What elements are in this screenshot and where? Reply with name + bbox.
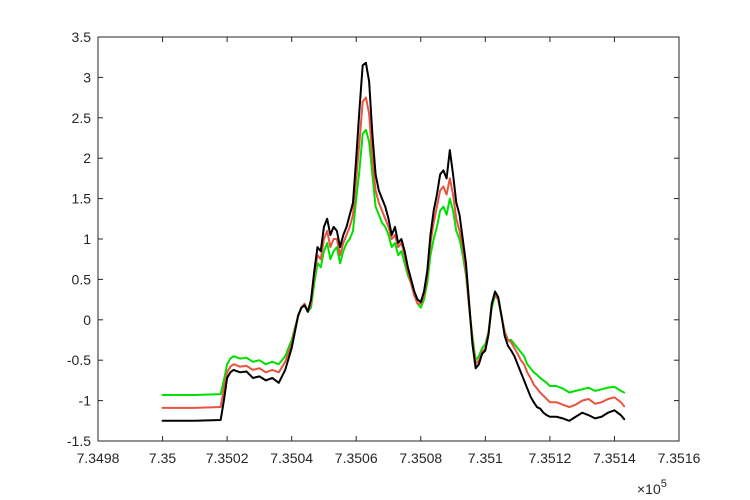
y-tick-label: -1.5 <box>67 433 91 449</box>
x-exponent-power: 5 <box>661 478 667 490</box>
x-tick-label: 7.3498 <box>77 450 120 466</box>
series-line-3 <box>161 61 626 422</box>
y-tick-label: 1.5 <box>72 191 92 207</box>
y-tick-label: 2.5 <box>72 110 92 126</box>
y-tick-label: 0.5 <box>72 271 92 287</box>
y-tick-label: -1 <box>79 393 92 409</box>
x-tick-label: 7.3516 <box>658 450 701 466</box>
x-tick-label: 7.351 <box>468 450 503 466</box>
y-tick-label: 1 <box>83 231 91 247</box>
y-tick-label: 3 <box>83 69 91 85</box>
x-exponent-label: ×105 <box>637 478 667 497</box>
x-tick-label: 7.3514 <box>593 450 636 466</box>
x-axis: 7.3498 7.35 7.3502 7.3504 7.3506 7.3508 7.351 7… <box>77 37 701 466</box>
x-tick-label: 7.3504 <box>270 450 313 466</box>
plot-area <box>97 36 680 442</box>
x-tick-label: 7.3502 <box>206 450 249 466</box>
x-exponent-base: ×10 <box>637 481 661 497</box>
series-group <box>161 61 626 422</box>
x-tick-label: 7.3512 <box>528 450 571 466</box>
y-tick-label: 2 <box>83 150 91 166</box>
x-tick-label: 7.3506 <box>335 450 378 466</box>
x-tick-label: 7.3508 <box>399 450 442 466</box>
y-axis: -1.5 -1 -0.5 0 0.5 1 1.5 2 2.5 3 3.5 <box>67 29 679 449</box>
x-tick-label: 7.35 <box>149 450 176 466</box>
y-tick-label: 3.5 <box>72 29 92 45</box>
y-tick-label: -0.5 <box>67 352 91 368</box>
y-tick-label: 0 <box>83 312 91 328</box>
